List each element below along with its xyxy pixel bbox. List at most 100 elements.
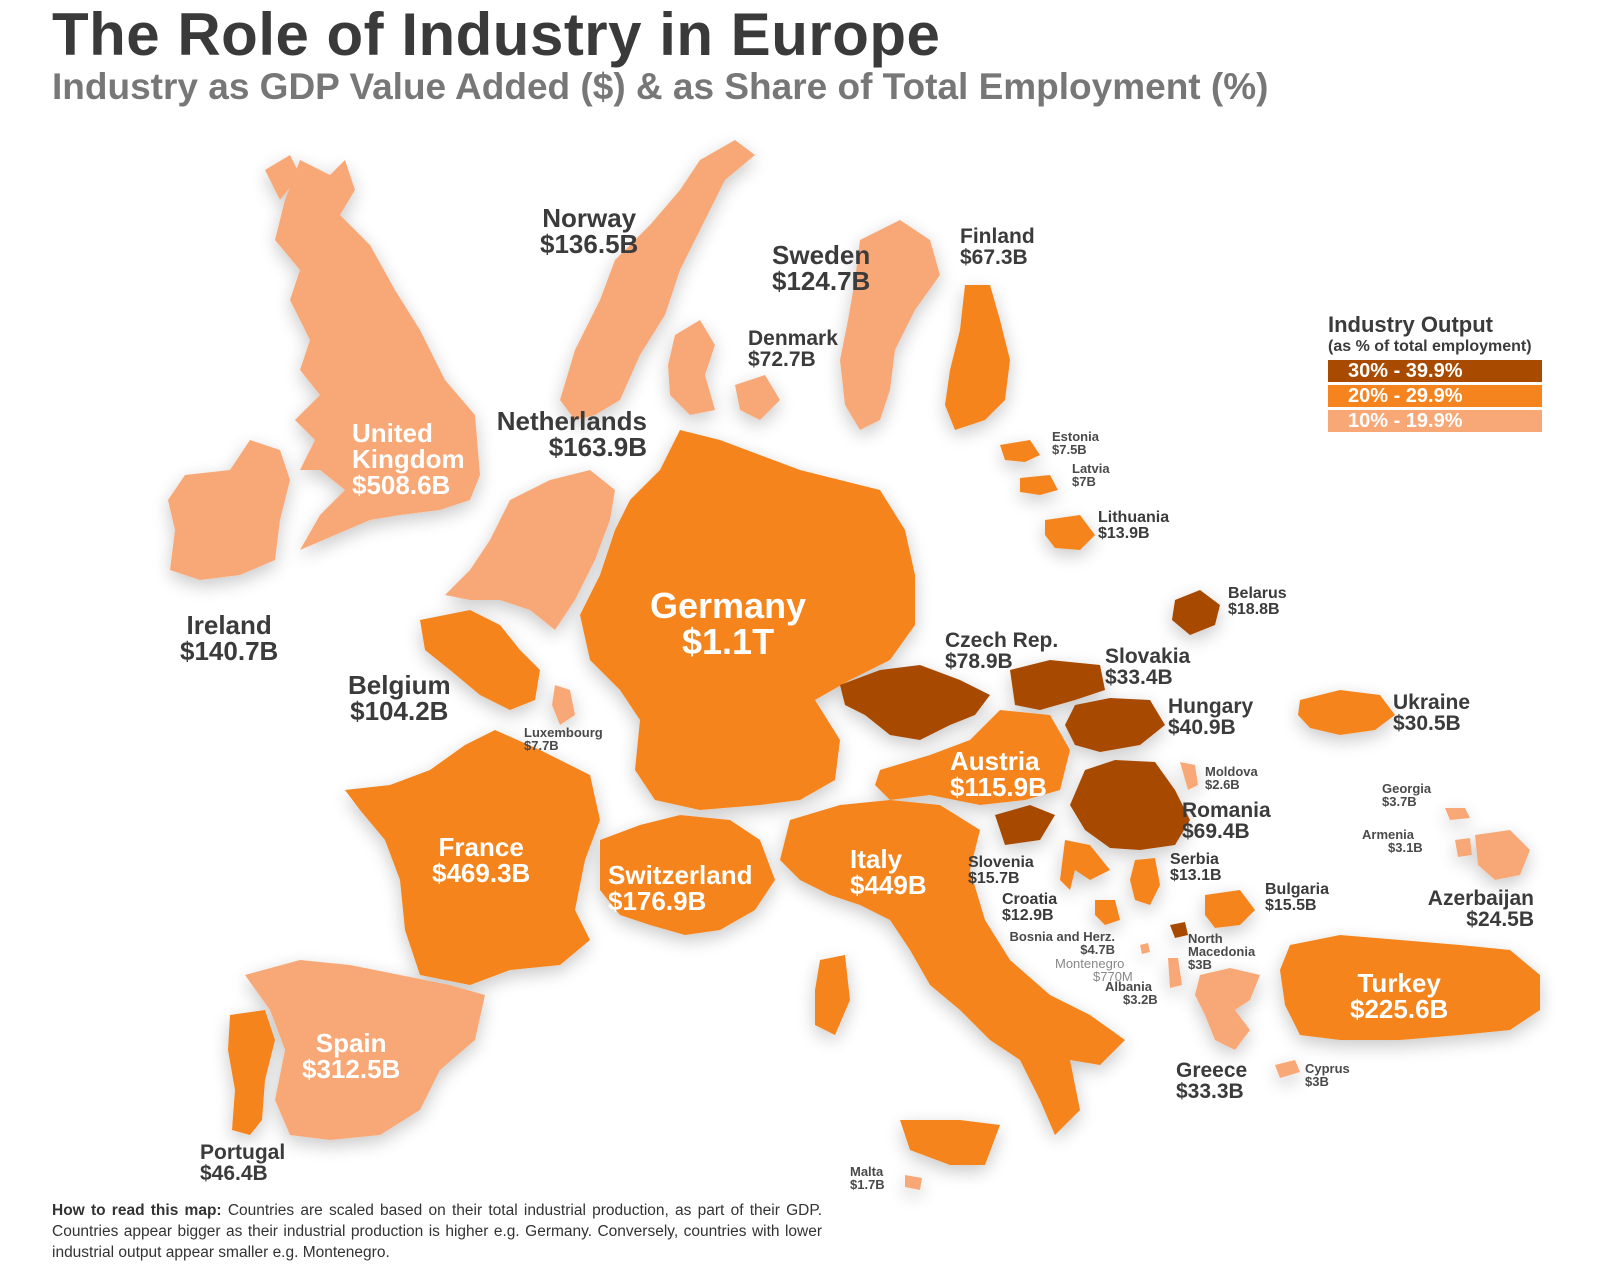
label-serbia: Serbia $13.1B — [1170, 852, 1222, 884]
country-name: Germany — [650, 585, 807, 626]
label-switzerland: Switzerland $176.9B — [608, 862, 752, 914]
country-name-line2: Macedonia — [1188, 944, 1256, 959]
country-name: Luxembourg — [524, 725, 603, 740]
note-text: Countries are scaled based on their tota… — [52, 1202, 823, 1261]
label-sweden: Sweden $124.7B — [772, 242, 870, 294]
country-shape-malta — [905, 1175, 922, 1190]
country-value: $7B — [1072, 474, 1096, 489]
country-name: Denmark — [748, 327, 838, 350]
country-name: Malta — [850, 1164, 884, 1179]
label-belgium: Belgium $104.2B — [348, 672, 451, 724]
country-value: $30.5B — [1393, 712, 1461, 735]
country-shape-switzerland — [600, 815, 775, 935]
label-italy: Italy $449B — [850, 846, 927, 898]
country-name: Czech Rep. — [945, 629, 1059, 652]
country-shape-latvia — [1020, 475, 1058, 495]
country-value: $3.7B — [1382, 794, 1417, 809]
label-netherlands: Netherlands $163.9B — [485, 408, 647, 460]
country-value: $67.3B — [960, 246, 1028, 269]
country-shape-lithuania — [1045, 515, 1095, 550]
label-spain: Spain $312.5B — [302, 1030, 400, 1082]
country-shape-north-macedonia — [1170, 922, 1188, 938]
country-shape-bulgaria — [1205, 890, 1255, 928]
country-shape-albania — [1168, 958, 1182, 988]
country-shape-montenegro — [1140, 943, 1150, 954]
label-bulgaria: Bulgaria $15.5B — [1265, 882, 1329, 914]
label-lithuania: Lithuania $13.9B — [1098, 510, 1169, 542]
country-value: $13.1B — [1170, 867, 1222, 884]
country-value: $124.7B — [772, 266, 871, 296]
country-value: $33.4B — [1105, 666, 1173, 689]
country-shape-luxembourg — [552, 685, 575, 725]
country-shape-belarus — [1172, 590, 1220, 635]
country-value: $115.9B — [950, 772, 1047, 802]
country-value: $3.2B — [1123, 992, 1158, 1007]
country-name: Bulgaria — [1265, 881, 1330, 898]
label-romania: Romania $69.4B — [1182, 800, 1271, 842]
country-shape-netherlands — [445, 470, 615, 630]
country-value: $3.1B — [1388, 840, 1423, 855]
country-name: Armenia — [1362, 827, 1415, 842]
country-name: Belgium — [348, 670, 451, 700]
country-name: Greece — [1176, 1059, 1248, 1082]
legend-subtitle: (as % of total employment) — [1328, 338, 1532, 355]
label-azerbaijan: Azerbaijan $24.5B — [1412, 888, 1534, 930]
label-greece: Greece $33.3B — [1176, 1060, 1247, 1102]
label-armenia: Armenia $3.1B — [1362, 828, 1423, 854]
country-value: $225.6B — [1350, 994, 1449, 1024]
legend: Industry Output (as % of total employmen… — [1328, 312, 1542, 432]
country-value: $3B — [1188, 957, 1212, 972]
country-shape-uk-north — [265, 155, 300, 200]
country-value: $176.9B — [608, 886, 707, 916]
label-croatia: Croatia $12.9B — [1002, 892, 1057, 924]
country-name: Slovakia — [1105, 645, 1191, 668]
label-georgia: Georgia $3.7B — [1382, 782, 1431, 808]
country-name: Lithuania — [1098, 509, 1170, 526]
label-moldova: Moldova $2.6B — [1205, 765, 1258, 791]
label-uk: United Kingdom $508.6B — [352, 420, 465, 498]
country-shape-italy — [780, 800, 1125, 1135]
country-value: $24.5B — [1466, 908, 1534, 931]
country-value: $469.3B — [432, 858, 531, 888]
country-name: North — [1188, 931, 1223, 946]
country-name: Georgia — [1382, 781, 1432, 796]
country-name: Albania — [1105, 979, 1152, 994]
label-norway: Norway $136.5B — [540, 205, 638, 257]
label-ireland: Ireland $140.7B — [180, 612, 278, 664]
country-name: Ireland — [186, 610, 272, 640]
label-malta: Malta $1.7B — [850, 1165, 885, 1191]
country-name: Slovenia — [968, 854, 1034, 871]
label-belarus: Belarus $18.8B — [1228, 586, 1287, 618]
label-estonia: Estonia $7.5B — [1052, 430, 1099, 456]
note-lead: How to read this map: — [52, 1202, 222, 1219]
country-value: $136.5B — [540, 229, 639, 259]
country-value: $12.9B — [1002, 907, 1054, 924]
label-turkey: Turkey $225.6B — [1350, 970, 1448, 1022]
country-name: Latvia — [1072, 461, 1110, 476]
label-denmark: Denmark $72.7B — [748, 328, 838, 370]
label-latvia: Latvia $7B — [1072, 462, 1110, 488]
country-value: $33.3B — [1176, 1080, 1244, 1103]
country-shape-norway — [560, 140, 755, 420]
country-shape-sweden — [840, 220, 940, 430]
country-shape-portugal — [228, 1010, 275, 1135]
country-value: $163.9B — [548, 432, 647, 462]
country-shape-czech — [840, 665, 990, 740]
country-name: Bosnia and Herz. — [1009, 929, 1115, 944]
country-name: Belarus — [1228, 585, 1287, 602]
label-montenegro: Montenegro $770M — [1055, 957, 1133, 983]
country-value: $104.2B — [350, 696, 449, 726]
country-shape-croatia — [1060, 840, 1110, 890]
country-value: $40.9B — [1168, 716, 1236, 739]
country-shape-slovenia — [995, 805, 1055, 845]
country-value: $7.7B — [524, 738, 559, 753]
legend-item-30-40: 30% - 39.9% — [1328, 360, 1542, 382]
country-name: Italy — [850, 844, 903, 874]
country-shape-estonia — [1000, 440, 1040, 462]
country-shape-moldova — [1180, 762, 1198, 790]
country-name: Hungary — [1168, 695, 1254, 718]
country-name: Sweden — [772, 240, 871, 270]
how-to-read-note: How to read this map: Countries are scal… — [52, 1200, 822, 1263]
country-shape-romania — [1070, 760, 1190, 850]
